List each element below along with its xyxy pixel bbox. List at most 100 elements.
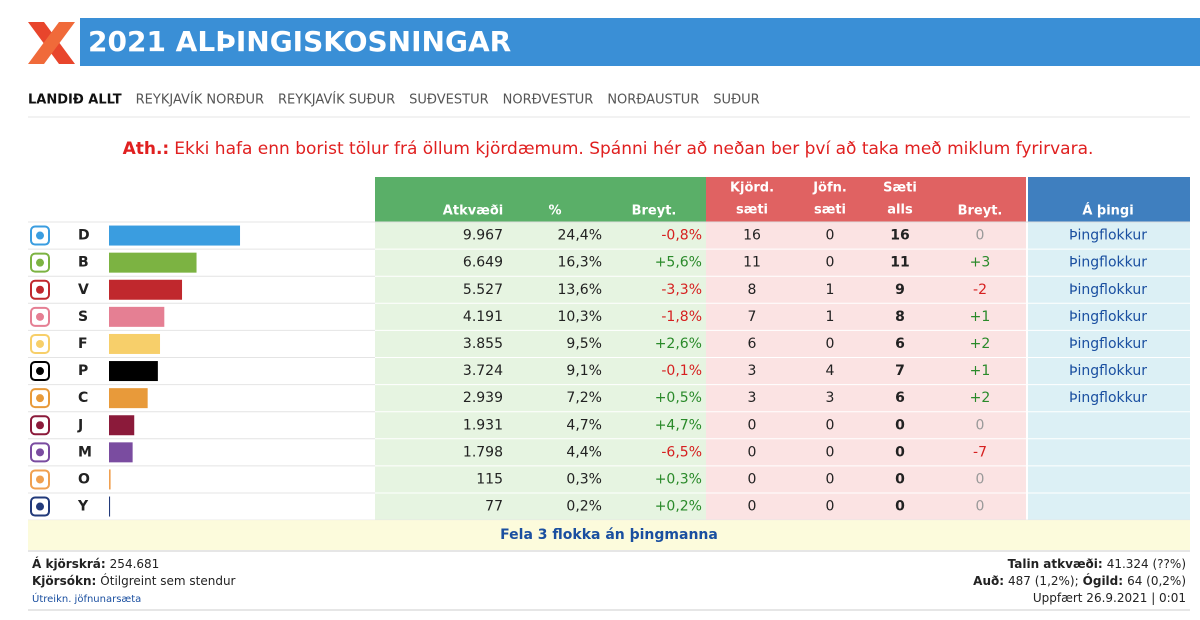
vote-change: +0,5% bbox=[655, 390, 702, 406]
vote-bar bbox=[109, 306, 165, 327]
leveling-seats: 1 bbox=[826, 309, 835, 325]
nav-tab[interactable]: REYKJAVÍK NORÐUR bbox=[136, 92, 264, 108]
total-seats: 16 bbox=[890, 228, 909, 244]
leveling-seats: 0 bbox=[826, 499, 835, 515]
body-section bbox=[706, 222, 1026, 521]
party-logo bbox=[36, 367, 44, 376]
party-logo bbox=[30, 333, 50, 354]
votes: 9.967 bbox=[463, 228, 503, 244]
party-logo bbox=[30, 279, 50, 300]
percent: 0,3% bbox=[566, 471, 602, 487]
leveling-seats: 0 bbox=[826, 444, 835, 460]
percent: 9,5% bbox=[566, 336, 602, 352]
party-logo bbox=[30, 442, 50, 463]
leveling-seats: 4 bbox=[826, 363, 835, 379]
constituency-seats: 3 bbox=[748, 390, 757, 406]
parliament-link[interactable]: Þingflokkur bbox=[1069, 228, 1147, 244]
footer-value: Uppfært 26.9.2021 | 0:01 bbox=[1033, 591, 1186, 605]
total-seats: 11 bbox=[890, 255, 909, 271]
nav-tab[interactable]: SUÐVESTUR bbox=[409, 93, 488, 108]
constituency-seats: 3 bbox=[748, 363, 757, 379]
constituency-seats: 0 bbox=[748, 471, 757, 487]
column-header: Atkvæði bbox=[443, 204, 503, 219]
constituency-seats: 11 bbox=[743, 255, 761, 271]
party-logo bbox=[36, 231, 44, 240]
vote-change: +5,6% bbox=[655, 255, 702, 271]
column-header: sæti bbox=[736, 203, 768, 218]
percent: 0,2% bbox=[566, 499, 602, 515]
nav-tab[interactable]: LANDIÐ ALLT bbox=[28, 93, 122, 108]
column-header: Sæti bbox=[883, 181, 917, 196]
party-letter: M bbox=[78, 444, 92, 460]
party-letter: O bbox=[78, 471, 90, 487]
party-logo bbox=[36, 258, 44, 267]
seat-change: +2 bbox=[970, 336, 991, 352]
parliament-link[interactable]: Þingflokkur bbox=[1069, 255, 1147, 271]
column-header: Jöfn. bbox=[812, 181, 847, 196]
seat-change: 0 bbox=[976, 228, 985, 244]
constituency-seats: 0 bbox=[748, 499, 757, 515]
party-letter: V bbox=[78, 282, 89, 298]
logo bbox=[28, 22, 75, 64]
vote-bar bbox=[109, 279, 183, 300]
site-title: 2021 ALÞINGISKOSNINGAR bbox=[88, 25, 511, 58]
vote-change: -3,3% bbox=[661, 282, 702, 298]
footer-link[interactable]: Útreikn. jöfnunarsæta bbox=[32, 592, 141, 605]
seat-change: -2 bbox=[973, 282, 987, 298]
total-seats: 8 bbox=[895, 309, 905, 325]
votes: 6.649 bbox=[463, 255, 503, 271]
column-header: % bbox=[548, 204, 561, 219]
body-section bbox=[1028, 222, 1190, 521]
party-letter: F bbox=[78, 336, 88, 352]
party-logo bbox=[30, 252, 50, 273]
footer-line: Á kjörskrá: 254.681 bbox=[32, 556, 159, 571]
footer-label: Kjörsókn: bbox=[32, 574, 96, 588]
footer-value: 254.681 bbox=[110, 557, 160, 571]
party-letter: B bbox=[78, 255, 89, 271]
nav-tab[interactable]: NORÐVESTUR bbox=[503, 93, 594, 108]
nav-tab[interactable]: NORÐAUSTUR bbox=[607, 93, 699, 108]
toggle-row bbox=[28, 520, 1190, 550]
percent: 9,1% bbox=[566, 363, 602, 379]
party-logo bbox=[30, 361, 50, 382]
toggle-button[interactable]: Fela 3 flokka án þingmanna bbox=[500, 527, 718, 543]
constituency-seats: 8 bbox=[748, 282, 757, 298]
parliament-link[interactable]: Þingflokkur bbox=[1069, 336, 1147, 352]
vote-bar bbox=[109, 415, 135, 436]
party-logo bbox=[30, 469, 50, 490]
party-logo bbox=[36, 421, 44, 430]
percent: 10,3% bbox=[558, 309, 602, 325]
party-letter: P bbox=[78, 363, 88, 379]
vote-change: +4,7% bbox=[655, 417, 702, 433]
leveling-seats: 3 bbox=[826, 390, 835, 406]
vote-change: -0,1% bbox=[661, 363, 702, 379]
party-logo bbox=[36, 448, 44, 457]
vote-bar bbox=[109, 333, 161, 354]
parliament-link[interactable]: Þingflokkur bbox=[1069, 282, 1147, 298]
footer-line: Kjörsókn: Ótilgreint sem stendur bbox=[32, 573, 236, 588]
parliament-link[interactable]: Þingflokkur bbox=[1069, 390, 1147, 406]
constituency-seats: 16 bbox=[743, 228, 761, 244]
total-seats: 9 bbox=[895, 282, 905, 298]
header-cell bbox=[1028, 177, 1190, 222]
nav-tab[interactable]: SUÐUR bbox=[713, 93, 759, 108]
total-seats: 0 bbox=[895, 417, 905, 433]
parliament-link[interactable]: Þingflokkur bbox=[1069, 363, 1147, 379]
seat-change: +1 bbox=[970, 309, 991, 325]
party-logo bbox=[36, 475, 44, 484]
party-letter: D bbox=[78, 228, 90, 244]
parliament-link[interactable]: Þingflokkur bbox=[1069, 309, 1147, 325]
footer-value: 41.324 (??%) bbox=[1107, 557, 1186, 571]
footer-value: 64 (0,2%) bbox=[1127, 574, 1186, 588]
notice: Ath.: Ekki hafa enn borist tölur frá öllu… bbox=[123, 139, 1094, 159]
total-seats: 0 bbox=[895, 471, 905, 487]
party-logo bbox=[30, 415, 50, 436]
vote-change: -0,8% bbox=[661, 228, 702, 244]
footer-line: Auð: 487 (1,2%); Ógild: 64 (0,2%) bbox=[973, 573, 1186, 588]
header-bar bbox=[80, 18, 1200, 66]
column-header: alls bbox=[887, 203, 913, 218]
footer-label: Ógild: bbox=[1083, 573, 1123, 588]
nav-tab[interactable]: REYKJAVÍK SUÐUR bbox=[278, 92, 395, 108]
